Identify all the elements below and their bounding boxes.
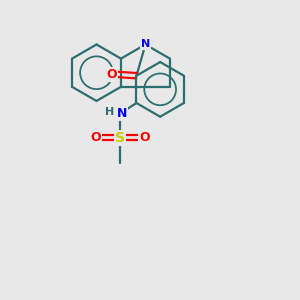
Text: H: H bbox=[105, 107, 114, 117]
Text: O: O bbox=[106, 68, 116, 81]
Text: N: N bbox=[141, 40, 150, 50]
Text: O: O bbox=[140, 131, 150, 144]
Text: N: N bbox=[116, 107, 127, 120]
Text: O: O bbox=[90, 131, 101, 144]
Text: S: S bbox=[115, 131, 125, 145]
